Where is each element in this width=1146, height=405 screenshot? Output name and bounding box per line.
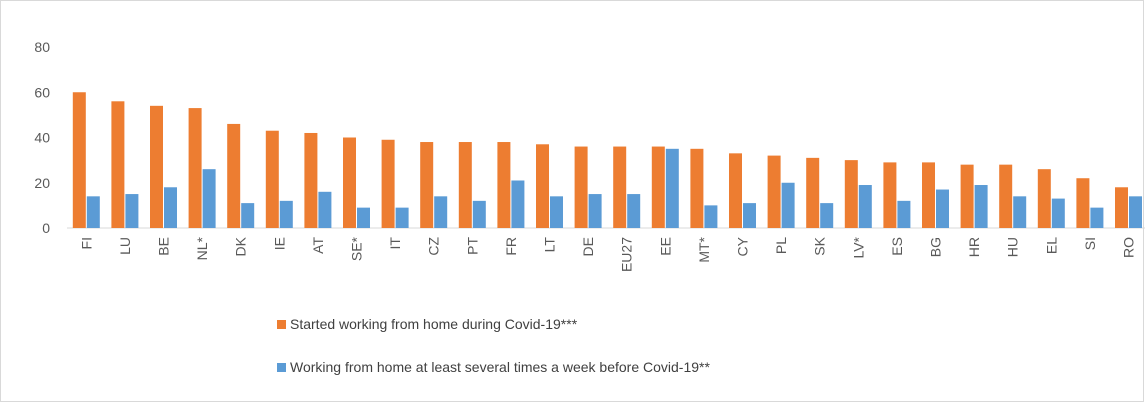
- bar-started-during-covid: [767, 155, 781, 228]
- bar-before-covid: [588, 194, 602, 228]
- bar-before-covid: [241, 203, 255, 228]
- bar-started-during-covid: [960, 164, 974, 228]
- bar-before-covid: [820, 203, 834, 228]
- bar-started-during-covid: [1076, 178, 1090, 228]
- bar-before-covid: [627, 194, 641, 228]
- x-tick-label: LV*: [850, 236, 866, 258]
- x-tick-label: FI: [78, 237, 94, 249]
- x-tick-label: SI: [1082, 237, 1098, 250]
- x-axis: FI LU BE NL* DK IE AT SE* IT CZ PT FR LT DE EU27 EE MT* C…: [78, 236, 1136, 272]
- bar-before-covid: [743, 203, 756, 228]
- bar-started-during-covid: [381, 139, 395, 228]
- bar-before-covid: [704, 205, 718, 228]
- bar-before-covid: [202, 169, 216, 228]
- bar-before-covid: [665, 148, 679, 228]
- x-tick-label: LT: [542, 237, 558, 253]
- y-tick-label: 60: [34, 84, 50, 100]
- legend-swatch-before: [277, 363, 286, 372]
- x-tick-label: EU27: [619, 237, 635, 272]
- legend-label-before: Working from home at least several times…: [290, 359, 710, 375]
- y-tick-label: 80: [34, 39, 50, 55]
- bar-before-covid: [357, 207, 370, 228]
- bar-before-covid: [858, 185, 872, 228]
- bar-started-during-covid: [536, 144, 549, 228]
- bar-started-during-covid: [729, 153, 742, 228]
- bar-before-covid: [897, 200, 911, 228]
- x-tick-label: DE: [580, 237, 596, 256]
- bar-started-during-covid: [304, 132, 318, 228]
- x-tick-label: LU: [117, 237, 133, 255]
- bar-started-during-covid: [613, 146, 627, 228]
- bar-before-covid: [550, 196, 563, 228]
- legend-swatch-started: [277, 320, 286, 329]
- x-tick-label: DK: [233, 236, 249, 256]
- bar-before-covid: [164, 187, 177, 228]
- bar-before-covid: [974, 185, 988, 228]
- bar-started-during-covid: [883, 162, 897, 228]
- bar-before-covid: [86, 196, 100, 228]
- x-tick-label: AT: [310, 237, 326, 254]
- legend-label-started: Started working from home during Covid-1…: [290, 316, 578, 332]
- x-tick-label: IE: [271, 237, 287, 250]
- x-tick-label: ES: [889, 237, 905, 256]
- bar-before-covid: [1129, 196, 1142, 228]
- x-tick-label: HU: [1005, 237, 1021, 257]
- bar-before-covid: [434, 196, 448, 228]
- bar-started-during-covid: [574, 146, 588, 228]
- bar-before-covid: [395, 207, 409, 228]
- x-tick-label: PL: [773, 237, 789, 254]
- x-tick-label: CY: [735, 236, 751, 256]
- legend: Started working from home during Covid-1…: [277, 316, 710, 375]
- bar-before-covid: [125, 194, 139, 228]
- bar-before-covid: [511, 180, 525, 228]
- bar-started-during-covid: [72, 92, 86, 228]
- x-tick-label: BE: [156, 237, 172, 256]
- bar-started-during-covid: [458, 142, 472, 228]
- x-tick-label: HR: [966, 237, 982, 257]
- x-tick-label: BG: [928, 237, 944, 257]
- x-tick-label: MT*: [696, 236, 712, 262]
- bar-before-covid: [279, 200, 293, 228]
- y-tick-label: 40: [34, 130, 50, 146]
- bar-started-during-covid: [651, 146, 665, 228]
- bars: [72, 92, 1142, 228]
- x-tick-label: FR: [503, 237, 519, 256]
- bar-started-during-covid: [420, 142, 434, 228]
- x-tick-label: PT: [464, 237, 480, 255]
- bar-before-covid: [936, 189, 949, 228]
- bar-before-covid: [472, 200, 486, 228]
- bar-started-during-covid: [497, 142, 511, 228]
- bar-started-during-covid: [111, 101, 125, 228]
- bar-started-during-covid: [150, 105, 163, 228]
- bar-before-covid: [1051, 198, 1065, 228]
- bar-started-during-covid: [844, 160, 858, 228]
- bar-started-during-covid: [922, 162, 935, 228]
- x-tick-label: NL*: [194, 236, 210, 260]
- bar-started-during-covid: [806, 157, 820, 228]
- y-tick-label: 0: [42, 220, 50, 236]
- x-tick-label: SE*: [349, 236, 365, 261]
- bar-started-during-covid: [690, 148, 704, 228]
- bar-started-during-covid: [1037, 169, 1051, 228]
- x-tick-label: EL: [1043, 237, 1059, 254]
- bar-before-covid: [781, 182, 795, 228]
- bar-started-during-covid: [227, 123, 241, 228]
- bar-started-during-covid: [343, 137, 356, 228]
- x-tick-label: EE: [657, 237, 673, 256]
- x-tick-label: RO: [1121, 237, 1137, 258]
- bar-started-during-covid: [265, 130, 279, 228]
- bar-before-covid: [1090, 207, 1104, 228]
- bar-started-during-covid: [999, 164, 1013, 228]
- y-tick-label: 20: [34, 175, 50, 191]
- bar-started-during-covid: [1115, 187, 1128, 228]
- bar-before-covid: [1013, 196, 1027, 228]
- x-tick-label: SK: [812, 236, 828, 255]
- bar-before-covid: [318, 191, 332, 228]
- x-tick-label: CZ: [426, 237, 442, 256]
- bar-started-during-covid: [188, 108, 202, 228]
- x-tick-label: IT: [387, 237, 403, 250]
